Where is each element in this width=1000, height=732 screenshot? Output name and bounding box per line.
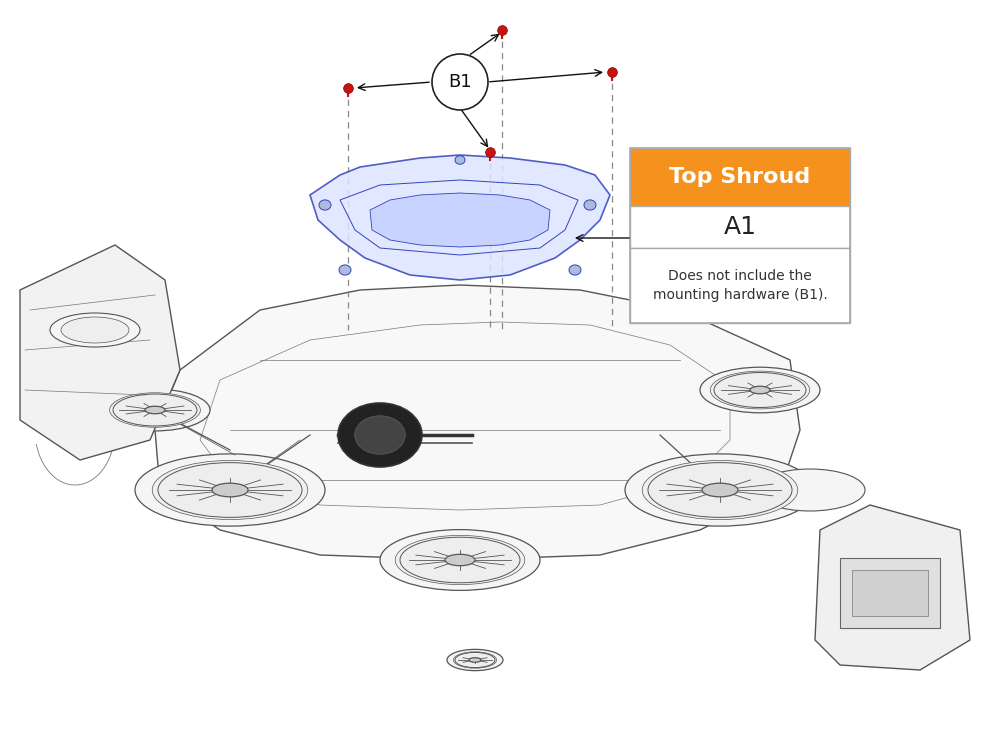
Ellipse shape bbox=[380, 529, 540, 591]
Ellipse shape bbox=[755, 469, 865, 511]
Ellipse shape bbox=[642, 460, 798, 520]
Ellipse shape bbox=[152, 460, 308, 520]
Ellipse shape bbox=[702, 483, 738, 497]
Ellipse shape bbox=[50, 313, 140, 347]
Bar bbox=[852, 570, 928, 616]
Polygon shape bbox=[370, 193, 550, 247]
Bar bbox=[630, 247, 850, 323]
Circle shape bbox=[432, 54, 488, 110]
Ellipse shape bbox=[100, 389, 210, 431]
Ellipse shape bbox=[338, 403, 422, 467]
Ellipse shape bbox=[584, 200, 596, 210]
Ellipse shape bbox=[447, 649, 503, 671]
Polygon shape bbox=[155, 285, 800, 560]
Ellipse shape bbox=[113, 394, 197, 426]
Ellipse shape bbox=[395, 535, 525, 585]
Ellipse shape bbox=[445, 554, 475, 566]
Ellipse shape bbox=[569, 265, 581, 275]
Ellipse shape bbox=[355, 416, 405, 454]
Ellipse shape bbox=[400, 537, 520, 583]
Ellipse shape bbox=[135, 454, 325, 526]
Ellipse shape bbox=[469, 658, 481, 662]
Ellipse shape bbox=[750, 386, 770, 394]
Text: A1: A1 bbox=[724, 214, 757, 239]
Ellipse shape bbox=[61, 317, 129, 343]
Ellipse shape bbox=[319, 200, 331, 210]
Ellipse shape bbox=[714, 373, 806, 408]
Ellipse shape bbox=[455, 652, 495, 668]
Polygon shape bbox=[815, 505, 970, 670]
Ellipse shape bbox=[625, 454, 815, 526]
Ellipse shape bbox=[145, 406, 165, 414]
Text: B1: B1 bbox=[448, 73, 472, 91]
Bar bbox=[630, 206, 850, 247]
Polygon shape bbox=[310, 155, 610, 280]
Polygon shape bbox=[20, 245, 180, 460]
Ellipse shape bbox=[212, 483, 248, 497]
Ellipse shape bbox=[110, 393, 200, 427]
Ellipse shape bbox=[700, 367, 820, 413]
Ellipse shape bbox=[648, 463, 792, 518]
Bar bbox=[630, 148, 850, 206]
Ellipse shape bbox=[339, 265, 351, 275]
Ellipse shape bbox=[453, 651, 497, 668]
Ellipse shape bbox=[710, 371, 810, 409]
Ellipse shape bbox=[455, 156, 465, 164]
Ellipse shape bbox=[158, 463, 302, 518]
Text: Does not include the
mounting hardware (B1).: Does not include the mounting hardware (… bbox=[653, 269, 827, 302]
Text: Top Shroud: Top Shroud bbox=[669, 167, 811, 187]
Bar bbox=[630, 148, 850, 323]
Bar bbox=[840, 558, 940, 628]
